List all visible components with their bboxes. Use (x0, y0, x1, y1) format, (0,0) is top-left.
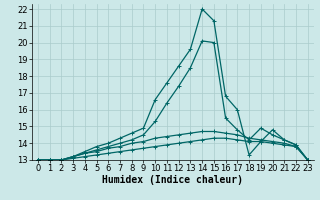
X-axis label: Humidex (Indice chaleur): Humidex (Indice chaleur) (102, 175, 243, 185)
